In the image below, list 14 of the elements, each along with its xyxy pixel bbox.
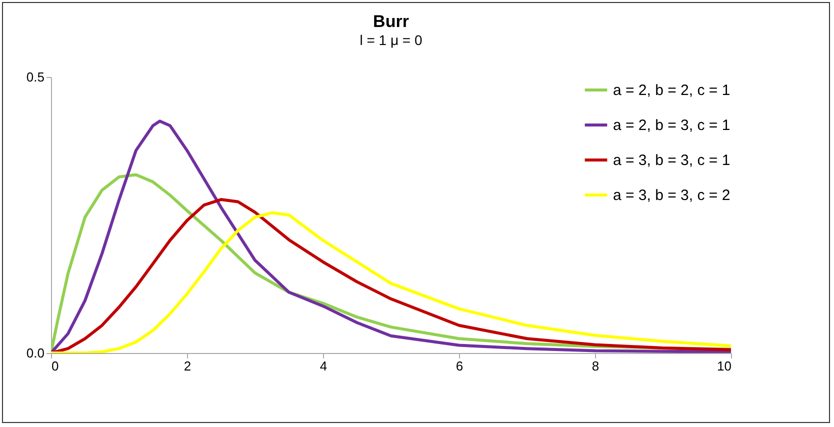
x-tick-label: 8 [592, 358, 600, 374]
x-tick-label: 10 [717, 358, 732, 374]
x-tick-label: 2 [184, 358, 192, 374]
x-tick-label: 0 [52, 358, 59, 374]
chart-title: Burr [373, 12, 410, 31]
x-tick-label: 6 [456, 358, 464, 374]
y-tick-label: 0.0 [26, 346, 44, 360]
legend-label: a = 2, b = 2, c = 1 [613, 82, 730, 99]
legend-label: a = 3, b = 3, c = 2 [613, 187, 730, 204]
legend-label: a = 2, b = 3, c = 1 [613, 117, 730, 134]
legend-label: a = 3, b = 3, c = 1 [613, 152, 730, 169]
y-tick-label: 0.5 [26, 70, 44, 84]
chart-subtitle: l = 1 μ = 0 [360, 32, 422, 48]
x-tick-label: 4 [320, 358, 328, 374]
